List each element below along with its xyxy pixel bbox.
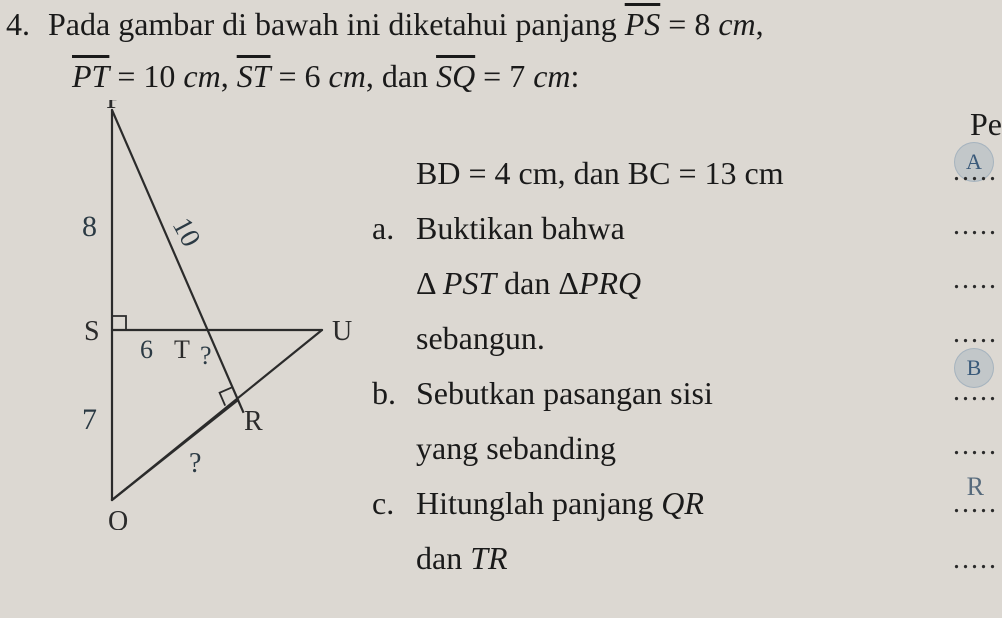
text: dan TR [416, 531, 962, 586]
part-b-line1: b. Sebutkan pasangan sisi [372, 366, 962, 421]
problem-line-2: PT = 10 cm, ST = 6 cm, dan SQ = 7 cm: [72, 58, 579, 95]
text: yang sebanding [416, 421, 962, 476]
cutoff-text-pe: Pe [970, 106, 1002, 143]
triangle-prq: PRQ [579, 265, 641, 301]
unit: cm [718, 6, 755, 42]
figure-svg: PSTURQ81067?? [62, 100, 362, 530]
part-b-label: b. [372, 366, 416, 421]
text: , dan [366, 58, 436, 94]
part-c-line1: c. Hitunglah panjang QR [372, 476, 962, 531]
part-c-label: c. [372, 476, 416, 531]
margin-dots: ..... [953, 264, 998, 296]
svg-text:U: U [332, 316, 352, 347]
text: = 8 [660, 6, 718, 42]
margin-dots: ..... [953, 156, 998, 188]
page: 4. Pada gambar di bawah ini diketahui pa… [0, 0, 1002, 618]
svg-text:?: ? [200, 341, 212, 370]
text: : [571, 58, 580, 94]
part-a-label: a. [372, 201, 416, 256]
svg-text:Q: Q [108, 506, 128, 530]
text: Hitunglah panjang [416, 485, 661, 521]
text: , [756, 6, 764, 42]
margin-dots: ..... [953, 488, 998, 520]
unit: cm [329, 58, 366, 94]
unit: cm [183, 58, 220, 94]
unit: cm [533, 58, 570, 94]
var-qr: QR [661, 485, 704, 521]
margin-dots: ..... [953, 318, 998, 350]
svg-text:S: S [84, 316, 100, 347]
geometry-figure: PSTURQ81067?? [62, 100, 362, 530]
var-sq: SQ [436, 58, 475, 94]
var-pt: PT [72, 58, 109, 94]
text: Buktikan bahwa [416, 201, 962, 256]
margin-dots: ..... [953, 430, 998, 462]
part-c-line2: dan TR [372, 531, 962, 586]
svg-text:8: 8 [82, 210, 97, 243]
text: Δ [416, 265, 443, 301]
problem-body: BD = 4 cm, dan BC = 13 cm a. Buktikan ba… [372, 146, 962, 586]
text: = 7 [475, 58, 533, 94]
text: dan Δ [496, 265, 579, 301]
svg-text:R: R [244, 406, 263, 437]
text: dan [416, 540, 470, 576]
text: = 6 [271, 58, 329, 94]
part-a-line3: sebangun. [372, 311, 962, 366]
margin-dots: ..... [953, 210, 998, 242]
text: Hitunglah panjang QR [416, 476, 962, 531]
text: Pada gambar di bawah ini diketahui panja… [48, 6, 625, 42]
svg-text:P: P [106, 100, 123, 115]
problem-number: 4. [6, 6, 30, 43]
text: , [221, 58, 237, 94]
margin-dots: ..... [953, 544, 998, 576]
text: BD = 4 cm, dan BC = 13 cm [416, 146, 962, 201]
var-st: ST [237, 58, 271, 94]
svg-text:?: ? [189, 448, 201, 479]
problem-line-1: Pada gambar di bawah ini diketahui panja… [48, 6, 764, 43]
extra-bd-bc: BD = 4 cm, dan BC = 13 cm [372, 146, 962, 201]
part-b-line2: yang sebanding [372, 421, 962, 476]
part-a-line1: a. Buktikan bahwa [372, 201, 962, 256]
svg-text:T: T [174, 335, 190, 364]
var-tr: TR [470, 540, 507, 576]
text: Δ PST dan ΔPRQ [416, 256, 962, 311]
text: sebangun. [416, 311, 962, 366]
svg-text:7: 7 [82, 403, 97, 436]
text: Sebutkan pasangan sisi [416, 366, 962, 421]
text: = 10 [109, 58, 183, 94]
var-ps: PS [625, 6, 661, 42]
triangle-pst: PST [443, 265, 496, 301]
part-a-line2: Δ PST dan ΔPRQ [372, 256, 962, 311]
margin-dots: ..... [953, 376, 998, 408]
svg-text:6: 6 [140, 335, 153, 364]
